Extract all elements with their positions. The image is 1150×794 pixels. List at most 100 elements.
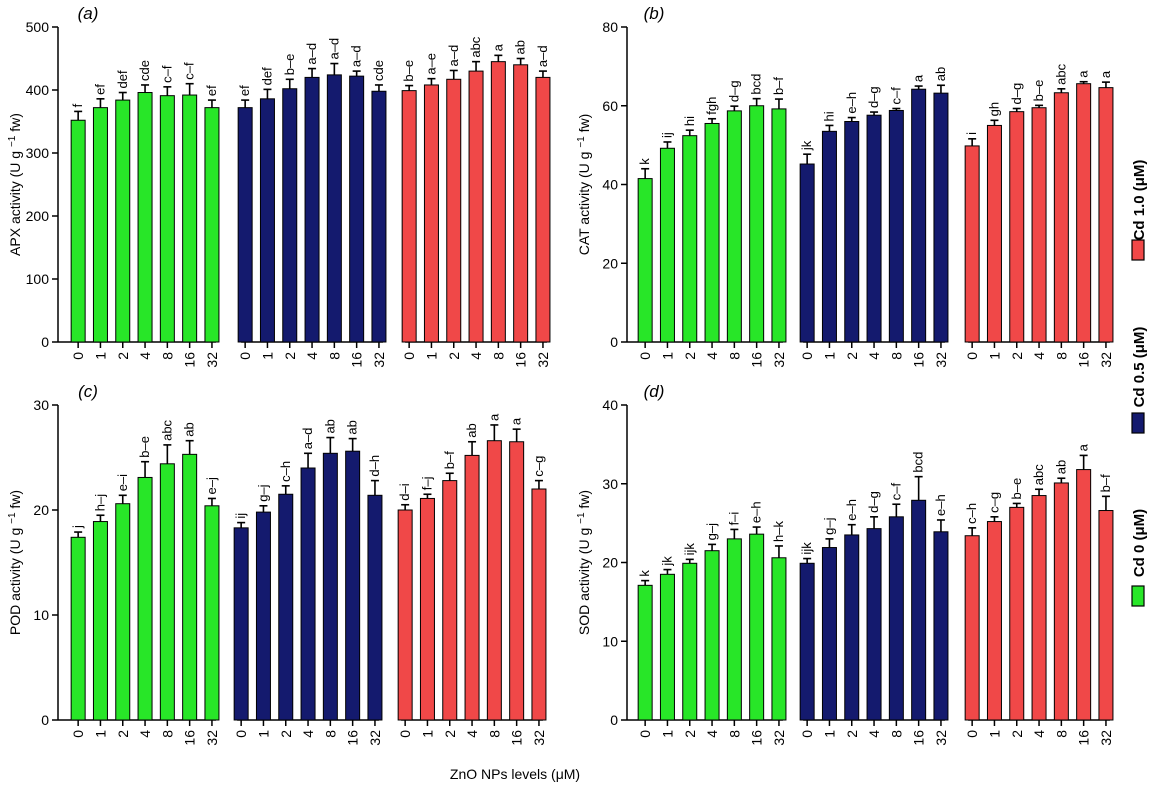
bar [423,84,439,343]
bar [749,533,765,721]
bar [726,110,742,343]
significance-label: ab [1053,460,1068,474]
x-tick-label: 32 [933,352,949,368]
x-tick-label: 32 [771,352,787,368]
bar [446,78,462,343]
x-tick-label: 8 [159,730,175,738]
significance-label: b–e [1031,80,1046,102]
significance-label: ef [204,85,219,96]
legend-label: Cd 1.0 (μM) [1131,160,1148,241]
y-tick-label: 30 [602,476,618,492]
x-tick-label: 1 [255,730,271,738]
x-tick-label: 0 [964,730,980,738]
y-tick-label: 10 [33,607,49,623]
bar [182,94,198,343]
panel-label: (c) [78,382,98,401]
significance-label: f [70,103,85,107]
y-tick-label: 500 [26,19,50,35]
significance-label: g–j [821,517,836,534]
x-tick-label: 2 [115,352,131,360]
significance-label: abc [159,419,174,440]
significance-label: d–g [1009,83,1024,105]
significance-label: b–e [1009,478,1024,500]
bar [115,503,131,721]
significance-label: def [259,67,274,85]
significance-label: hi [682,116,697,126]
x-tick-label: 32 [204,352,220,368]
legend-label: Cd 0.5 (μM) [1131,327,1148,408]
x-tick-label: 1 [419,730,435,738]
significance-label: e–j [204,477,219,494]
bar [490,61,506,343]
significance-label: ij [659,132,674,138]
significance-label: a–d [446,45,461,67]
significance-label: f–i [726,512,741,526]
significance-label: c–h [278,461,293,482]
x-tick-label: 32 [204,730,220,746]
x-tick-label: 2 [1009,352,1025,360]
y-tick-label: 400 [26,82,50,98]
bar [1098,87,1114,343]
significance-label: a–e [423,53,438,75]
significance-label: a [1098,70,1113,78]
bar [513,64,529,343]
x-tick-label: 0 [70,352,86,360]
significance-label: b–e [282,54,297,76]
significance-label: ab [322,419,337,433]
bar [531,488,547,721]
significance-label: c–f [159,65,174,83]
significance-label: e–h [844,499,859,521]
y-tick-label: 0 [610,334,618,350]
significance-label: ab [513,40,528,54]
x-tick-label: 4 [468,352,484,360]
significance-label: j [70,525,85,529]
bar [464,454,480,721]
significance-label: abc [1031,464,1046,485]
x-tick-label: 0 [397,730,413,738]
significance-label: f–j [419,476,434,490]
significance-label: b–f [1098,474,1113,492]
panel-label: (a) [78,4,99,23]
bar [933,531,949,721]
bar [1031,107,1047,343]
x-tick-label: 4 [1031,352,1047,360]
x-tick-label: 8 [159,352,175,360]
significance-label: c–g [531,456,546,477]
bar [844,534,860,721]
significance-label: hi [821,111,836,121]
bar [255,511,271,721]
significance-label: e–h [933,494,948,516]
bar [866,528,882,721]
x-tick-label: 8 [322,730,338,738]
significance-label: i [964,132,979,135]
significance-label: a [509,417,524,425]
x-tick-label: 16 [513,352,529,368]
x-tick-label: 0 [70,730,86,738]
bar [888,516,904,721]
bar [92,107,108,343]
x-tick-label: 0 [964,352,980,360]
x-tick-label: 1 [821,730,837,738]
x-axis-title: ZnO NPs levels (μM) [450,766,580,782]
bar [911,88,927,343]
x-tick-label: 4 [704,730,720,738]
x-tick-label: 2 [442,730,458,738]
significance-label: d–h [367,455,382,477]
bar [397,509,413,721]
x-tick-label: 8 [888,730,904,738]
bar [322,452,338,721]
bar [1076,83,1092,343]
x-tick-label: 32 [1098,352,1114,368]
y-tick-label: 80 [602,19,618,35]
significance-label: a–d [326,38,341,60]
significance-label: gh [986,102,1001,116]
x-tick-label: 0 [233,730,249,738]
significance-label: ab [345,420,360,434]
bar [1076,469,1092,721]
bar [749,105,765,343]
bar [771,557,787,721]
bar [304,76,320,343]
x-tick-label: 1 [659,352,675,360]
